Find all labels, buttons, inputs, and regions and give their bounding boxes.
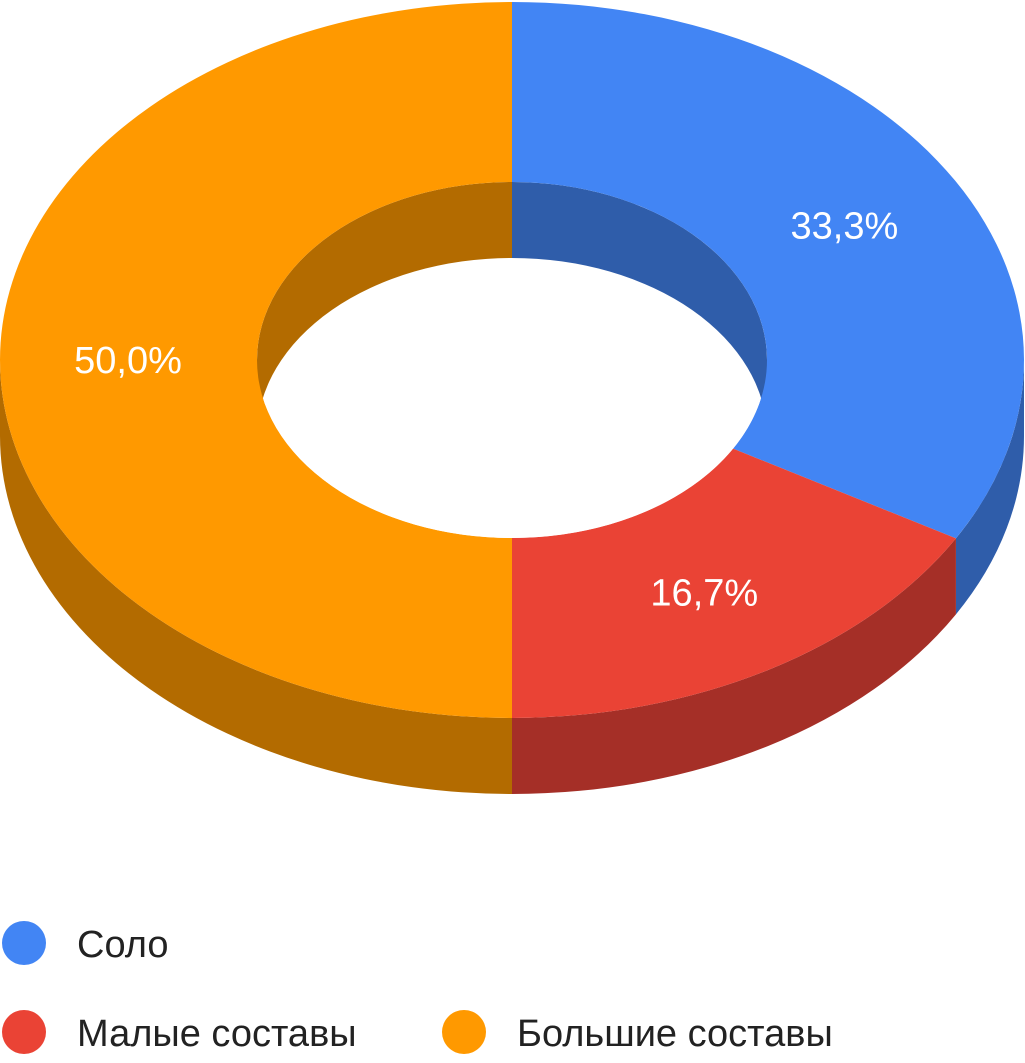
legend-swatch [442, 1010, 486, 1054]
chart-hole-walls [257, 182, 767, 436]
hole-wall-large-1 [257, 182, 512, 436]
legend-swatch [2, 921, 46, 965]
slice-top-solo [512, 2, 1024, 539]
chart-value-labels: 33,3% 16,7% 50,0% [74, 206, 898, 615]
legend-label: Соло [77, 924, 168, 966]
chart-slice-tops [0, 2, 1024, 718]
chart-legend: Соло Малые составы Большие составы [2, 921, 833, 1055]
legend-label: Малые составы [77, 1013, 357, 1055]
slice-side-large [0, 360, 512, 794]
slice-side-solo [955, 360, 1024, 615]
legend-item-solo: Соло [2, 921, 168, 966]
legend-item-small: Малые составы [2, 1010, 357, 1055]
legend-label: Большие составы [517, 1013, 833, 1055]
value-label-solo: 33,3% [791, 206, 899, 248]
slice-top-small [512, 448, 956, 718]
chart-depth-sides [0, 360, 1024, 794]
slice-top-large [0, 2, 512, 718]
hole-wall-solo [512, 182, 767, 436]
slice-side-small [512, 538, 956, 794]
legend-swatch [2, 1010, 46, 1054]
legend-item-large: Большие составы [442, 1010, 833, 1055]
value-label-large: 50,0% [74, 340, 182, 382]
value-label-small: 16,7% [650, 572, 758, 614]
